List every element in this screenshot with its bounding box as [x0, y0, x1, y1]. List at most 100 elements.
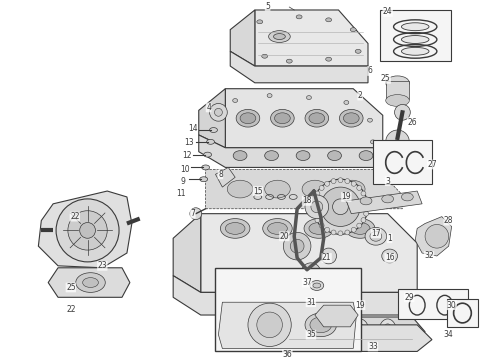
Ellipse shape	[350, 28, 356, 32]
Text: 30: 30	[447, 301, 457, 310]
Text: 13: 13	[184, 138, 194, 147]
Circle shape	[312, 211, 317, 216]
Text: 16: 16	[385, 253, 394, 262]
Circle shape	[315, 191, 320, 196]
Ellipse shape	[262, 54, 268, 58]
Polygon shape	[219, 302, 356, 348]
Polygon shape	[255, 10, 368, 66]
Circle shape	[331, 179, 336, 184]
Circle shape	[319, 185, 324, 190]
Circle shape	[56, 199, 119, 262]
Circle shape	[321, 248, 337, 264]
Text: 7: 7	[191, 209, 196, 218]
Text: 17: 17	[371, 229, 381, 238]
Ellipse shape	[326, 57, 332, 61]
Text: 27: 27	[427, 160, 437, 169]
Text: 25: 25	[381, 75, 391, 84]
Text: 22: 22	[70, 212, 79, 221]
Polygon shape	[315, 305, 358, 327]
Ellipse shape	[298, 319, 316, 345]
Text: 35: 35	[306, 330, 316, 339]
Circle shape	[365, 204, 369, 209]
Text: 26: 26	[408, 118, 417, 127]
Polygon shape	[199, 89, 225, 148]
Ellipse shape	[269, 31, 290, 42]
Ellipse shape	[401, 48, 429, 55]
Text: 20: 20	[280, 232, 289, 241]
Ellipse shape	[383, 324, 392, 339]
Ellipse shape	[227, 180, 253, 198]
Ellipse shape	[302, 324, 312, 339]
Text: 15: 15	[253, 186, 263, 195]
Ellipse shape	[340, 109, 363, 127]
Circle shape	[321, 187, 360, 226]
Text: 31: 31	[306, 298, 316, 307]
Polygon shape	[173, 276, 417, 315]
Circle shape	[351, 181, 356, 186]
Ellipse shape	[355, 49, 361, 53]
Ellipse shape	[401, 36, 429, 44]
Ellipse shape	[240, 113, 256, 123]
Circle shape	[364, 197, 368, 202]
Polygon shape	[201, 214, 417, 292]
Ellipse shape	[368, 118, 372, 122]
Circle shape	[283, 232, 311, 260]
Ellipse shape	[386, 76, 409, 90]
Circle shape	[210, 103, 227, 121]
Ellipse shape	[296, 151, 310, 161]
Text: 37: 37	[302, 278, 312, 287]
Bar	[380, 10, 451, 61]
Ellipse shape	[265, 180, 290, 198]
Ellipse shape	[220, 219, 250, 238]
Polygon shape	[415, 217, 452, 256]
Ellipse shape	[305, 109, 329, 127]
Ellipse shape	[265, 151, 278, 161]
Text: 32: 32	[424, 252, 434, 261]
Circle shape	[338, 178, 343, 183]
Text: 12: 12	[182, 151, 192, 160]
Ellipse shape	[340, 180, 365, 198]
Text: 28: 28	[444, 216, 453, 225]
Ellipse shape	[328, 151, 342, 161]
Circle shape	[351, 227, 356, 232]
Ellipse shape	[370, 140, 375, 144]
Circle shape	[301, 263, 321, 283]
Ellipse shape	[401, 23, 429, 31]
Ellipse shape	[83, 278, 98, 288]
Polygon shape	[225, 89, 383, 148]
Circle shape	[333, 199, 348, 215]
Circle shape	[305, 195, 329, 219]
Circle shape	[312, 204, 317, 209]
Ellipse shape	[386, 95, 409, 107]
Ellipse shape	[345, 219, 375, 238]
Text: 2: 2	[358, 91, 363, 100]
Polygon shape	[48, 268, 130, 297]
Ellipse shape	[286, 59, 292, 63]
Bar	[447, 299, 478, 327]
Ellipse shape	[236, 109, 260, 127]
Ellipse shape	[370, 231, 382, 241]
Circle shape	[331, 230, 336, 235]
Text: 21: 21	[322, 253, 331, 262]
Bar	[216, 268, 361, 351]
Polygon shape	[346, 191, 422, 214]
Circle shape	[290, 239, 304, 253]
Circle shape	[386, 130, 409, 154]
Text: 23: 23	[98, 261, 107, 270]
Circle shape	[364, 211, 368, 216]
Ellipse shape	[304, 219, 334, 238]
Text: 19: 19	[342, 193, 351, 202]
Polygon shape	[230, 51, 368, 83]
Ellipse shape	[233, 99, 238, 103]
Text: 14: 14	[188, 123, 197, 132]
Text: 19: 19	[355, 301, 365, 310]
Circle shape	[257, 312, 282, 338]
Circle shape	[361, 217, 366, 222]
Polygon shape	[38, 191, 132, 268]
Polygon shape	[173, 214, 201, 292]
Polygon shape	[199, 135, 383, 167]
Text: 18: 18	[302, 196, 312, 205]
Bar	[373, 140, 432, 184]
Ellipse shape	[202, 165, 210, 170]
Ellipse shape	[270, 109, 294, 127]
